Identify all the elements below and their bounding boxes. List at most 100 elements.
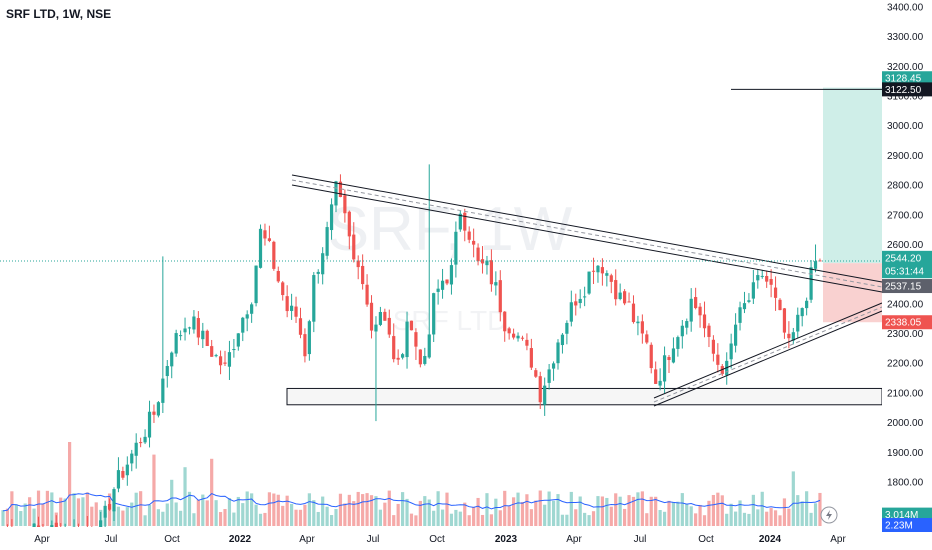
candle-body — [272, 241, 276, 269]
volume-bar — [272, 493, 276, 526]
candle-body — [805, 300, 809, 309]
candle-body — [738, 307, 742, 323]
volume-bar — [649, 496, 653, 526]
volume-bar — [489, 514, 493, 526]
candle-body — [303, 334, 307, 357]
candle-body — [347, 211, 351, 237]
volume-bar — [32, 508, 36, 526]
volume-bar — [560, 514, 565, 526]
volume-bar — [356, 491, 360, 526]
candle-body — [183, 328, 187, 333]
volume-bar — [387, 490, 391, 526]
candle-body — [152, 411, 156, 415]
candle-body — [711, 339, 715, 354]
price-tick-label: 3400.00 — [887, 3, 924, 14]
last-price-badge: 2544.20 — [885, 253, 922, 264]
candle-body — [813, 261, 818, 269]
volume-bar — [245, 491, 249, 526]
candle-body — [423, 355, 427, 364]
candle-body — [312, 275, 316, 322]
volume-bar — [796, 495, 800, 526]
volume-bar — [116, 506, 121, 526]
candle-body — [103, 505, 107, 518]
time-tick-label: Apr — [34, 534, 50, 545]
volume-bar — [525, 494, 529, 526]
candle-body — [587, 271, 591, 294]
candle-body — [498, 280, 502, 313]
volume-bar — [63, 498, 67, 526]
volume-badge: 3.014M — [885, 510, 918, 521]
candle-body — [227, 352, 232, 367]
volume-bar — [334, 508, 338, 526]
volume-bar — [321, 496, 325, 526]
upper-trendline-mid[interactable] — [291, 179, 883, 288]
entry-price-badge: 2537.15 — [885, 282, 922, 293]
candle-body — [756, 275, 760, 281]
time-tick-label: Oct — [698, 534, 714, 545]
candle-body — [201, 330, 205, 340]
volume-bar — [631, 496, 636, 526]
candle-body — [698, 306, 702, 316]
lightning-glyph — [826, 510, 832, 520]
price-tick-label: 1800.00 — [887, 477, 924, 488]
candle-body — [689, 298, 693, 322]
volume-bar — [480, 514, 485, 526]
candle-body — [769, 279, 773, 285]
volume-bar — [156, 509, 160, 526]
target-zone[interactable] — [823, 87, 882, 264]
volume-bar — [734, 511, 738, 526]
volume-bar — [174, 502, 178, 526]
candle-body — [218, 356, 223, 366]
upper-trendline-bottom[interactable] — [291, 184, 883, 293]
candle-body — [121, 470, 125, 478]
candle-body — [361, 265, 365, 285]
candle-body — [454, 231, 458, 265]
volume-bar — [392, 515, 396, 526]
time-tick-label: Oct — [429, 534, 445, 545]
candle-body — [378, 311, 382, 325]
countdown-badge-bg — [882, 264, 932, 279]
volume-bar — [671, 501, 676, 526]
candle-body — [134, 442, 138, 456]
volume-bar — [432, 510, 436, 526]
lower-trendline-bottom[interactable] — [653, 310, 883, 407]
candle-body — [325, 227, 329, 256]
lower-trendline-mid[interactable] — [653, 306, 883, 403]
candle-body — [343, 195, 347, 214]
price-tick-label: 2600.00 — [887, 240, 924, 251]
volume-bar — [28, 497, 32, 526]
candle-body — [192, 316, 196, 330]
volume-bar — [210, 458, 214, 526]
candle-body — [600, 267, 604, 274]
candle-body — [631, 303, 636, 323]
candle-body — [338, 181, 343, 198]
candle-body — [147, 411, 152, 438]
volume-bar — [685, 503, 689, 526]
candle-body — [294, 306, 298, 317]
stop-zone[interactable] — [823, 263, 882, 323]
volume-bar — [352, 501, 356, 526]
volume-bar — [636, 492, 640, 526]
time-tick-label: 2024 — [759, 534, 782, 545]
candle-body — [223, 362, 227, 364]
volume-bar — [765, 511, 769, 526]
candle-body — [254, 265, 258, 304]
candle-body — [680, 325, 684, 337]
candle-body — [427, 334, 431, 358]
candle-body — [112, 489, 116, 512]
volume-bar — [68, 442, 72, 526]
time-axis[interactable] — [0, 527, 882, 550]
upper-trendline-top[interactable] — [291, 174, 883, 283]
volume-bar — [543, 504, 547, 526]
volume-bar — [694, 513, 698, 526]
volume-bar — [409, 513, 414, 526]
candle-body — [773, 287, 778, 298]
volume-bar — [769, 508, 773, 526]
volume-bar — [698, 504, 702, 526]
candle-body — [290, 305, 294, 311]
lower-trendline-top[interactable] — [653, 302, 883, 399]
volume-bar — [263, 512, 267, 526]
volume-bar — [547, 491, 551, 526]
